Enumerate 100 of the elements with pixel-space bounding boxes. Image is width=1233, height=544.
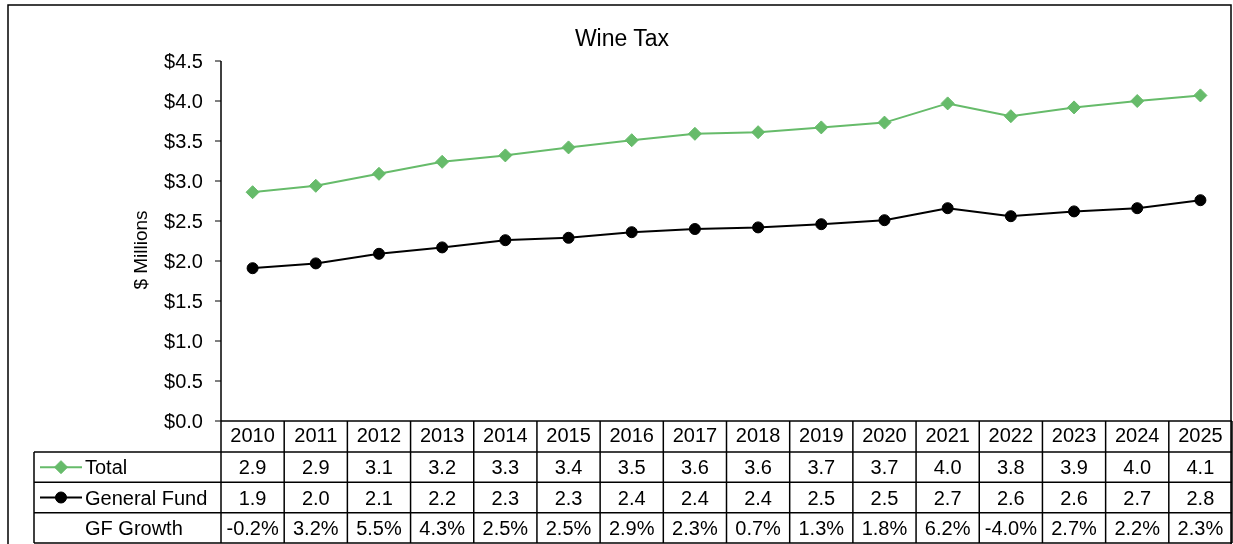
y-tick-label: $2.0 xyxy=(164,250,203,273)
point xyxy=(562,231,575,244)
text: 2.7% xyxy=(1051,516,1098,539)
x-tick-label: 2023 xyxy=(1051,424,1097,447)
point xyxy=(624,133,639,148)
text: -4.0% xyxy=(984,516,1038,539)
point xyxy=(625,226,638,239)
text: 1.3% xyxy=(798,516,845,539)
point xyxy=(877,115,892,130)
data-label: 2.4 xyxy=(617,486,646,509)
data-label: 4.0 xyxy=(933,456,962,479)
point xyxy=(878,214,891,227)
data-label: 3.2 xyxy=(428,456,457,479)
point xyxy=(1003,109,1018,124)
y-tick-label: $2.5 xyxy=(164,210,203,233)
y-tick-label: $3.5 xyxy=(164,130,203,153)
data-label: 3.9 xyxy=(1060,456,1088,479)
point xyxy=(436,241,449,254)
data-label: 2.8 xyxy=(1186,486,1215,509)
data-label: 3.3 xyxy=(491,456,520,479)
data-label: 2.7 xyxy=(1123,486,1152,509)
text: 2.3% xyxy=(1177,516,1224,539)
x-tick-label: 2021 xyxy=(925,424,970,447)
data-label: 3.1 xyxy=(365,456,393,479)
y-tick-label: $0.5 xyxy=(164,370,203,393)
point xyxy=(435,154,450,169)
text: 0.7% xyxy=(735,516,782,539)
x-tick-label: 2022 xyxy=(988,424,1034,447)
data-label: 3.8 xyxy=(996,456,1025,479)
y-tick-label: $4.0 xyxy=(164,90,203,113)
data-label: 3.4 xyxy=(554,456,583,479)
x-tick-label: 2018 xyxy=(735,424,781,447)
data-label: 2.6 xyxy=(1060,486,1088,509)
point xyxy=(246,262,259,275)
data-label: 4.0 xyxy=(1123,456,1152,479)
x-tick-label: 2025 xyxy=(1178,424,1223,447)
x-tick-label: 2012 xyxy=(356,424,402,447)
x-tick-label: 2016 xyxy=(609,424,654,447)
data-label: 2.3 xyxy=(554,486,583,509)
data-label: 2.3 xyxy=(491,486,520,509)
legend-label: Total xyxy=(85,456,128,479)
point xyxy=(245,185,260,200)
text: 3.2% xyxy=(292,516,339,539)
x-tick-label: 2024 xyxy=(1114,424,1160,447)
point xyxy=(941,202,954,215)
data-label: 2.5 xyxy=(807,486,836,509)
data-label: 2.9 xyxy=(301,456,330,479)
data-label: 2.5 xyxy=(870,486,899,509)
x-tick-label: 2011 xyxy=(294,424,338,447)
text: 2.9% xyxy=(608,516,655,539)
data-label: 3.7 xyxy=(870,456,899,479)
y-tick-label: $0.0 xyxy=(164,410,203,433)
point xyxy=(561,140,576,155)
data-label: 2.7 xyxy=(933,486,962,509)
text: 4.3% xyxy=(419,516,466,539)
point xyxy=(1131,202,1144,215)
point xyxy=(687,126,702,141)
text: 2.5% xyxy=(545,516,592,539)
y-tick-label: $1.0 xyxy=(164,330,203,353)
data-label: 3.6 xyxy=(681,456,709,479)
point xyxy=(751,125,766,140)
point xyxy=(1004,210,1017,223)
point xyxy=(372,247,385,260)
x-tick-label: 2017 xyxy=(672,424,718,447)
point xyxy=(752,221,765,234)
y-axis-title: $ Millions xyxy=(129,210,151,290)
point xyxy=(1068,205,1081,218)
x-tick-label: 2019 xyxy=(799,424,844,447)
point xyxy=(688,223,701,235)
data-label: 2.0 xyxy=(301,486,330,509)
data-label: 2.2 xyxy=(428,486,457,509)
point xyxy=(308,178,323,193)
point xyxy=(940,96,955,111)
point xyxy=(371,166,386,181)
point xyxy=(815,218,828,231)
chart-title: Wine Tax xyxy=(574,25,670,51)
x-tick-label: 2020 xyxy=(862,424,907,447)
point xyxy=(1130,94,1145,108)
data-label: 3.5 xyxy=(617,456,646,479)
x-tick-label: 2013 xyxy=(419,424,465,447)
y-tick-label: $4.5 xyxy=(164,50,203,73)
y-tick-label: $1.5 xyxy=(164,290,203,313)
x-tick-label: 2010 xyxy=(230,424,275,447)
point xyxy=(1194,194,1207,207)
point xyxy=(814,120,829,135)
point xyxy=(1067,100,1082,115)
y-tick-label: $3.0 xyxy=(164,170,203,193)
text: 2.5% xyxy=(482,516,529,539)
point xyxy=(309,257,322,270)
data-label: 2.6 xyxy=(996,486,1025,509)
point xyxy=(498,148,513,163)
x-tick-label: 2014 xyxy=(483,424,528,447)
text: 5.5% xyxy=(356,516,402,539)
data-label: 1.9 xyxy=(238,486,267,509)
text: GF Growth xyxy=(85,516,183,539)
data-label: 3.7 xyxy=(807,456,836,479)
data-label: 2.4 xyxy=(681,486,709,509)
point xyxy=(499,234,512,247)
legend-label: General Fund xyxy=(85,486,208,509)
text: 2.3% xyxy=(672,516,718,539)
